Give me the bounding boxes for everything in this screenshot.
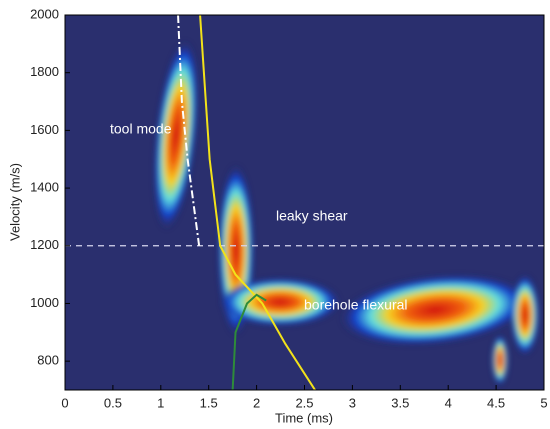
y-tick-label: 1200 [30, 237, 59, 252]
y-axis-label: Velocity (m/s) [7, 163, 22, 241]
line-series [177, 15, 201, 246]
heat-blob [340, 274, 530, 346]
x-tick-label: 2 [253, 395, 260, 410]
annotation: borehole flexural [304, 297, 408, 313]
lines [65, 15, 544, 390]
heat-blob [153, 40, 199, 230]
y-tick-label: 1400 [30, 180, 59, 195]
heat-regions [153, 40, 539, 385]
x-axis-label: Time (ms) [275, 410, 333, 425]
x-tick-label: 5 [540, 395, 547, 410]
heat-blob [492, 335, 508, 385]
y-tick-label: 800 [37, 353, 59, 368]
x-tick-label: 1.5 [200, 395, 218, 410]
x-tick-label: 0.5 [104, 395, 122, 410]
x-tick-label: 0 [61, 395, 68, 410]
x-tick-label: 3.5 [391, 395, 409, 410]
x-tick-label: 3 [349, 395, 356, 410]
y-tick-label: 1800 [30, 64, 59, 79]
x-tick-label: 4 [445, 395, 452, 410]
y-tick-label: 2000 [30, 6, 59, 21]
annotation: leaky shear [276, 208, 348, 224]
annotation: tool mode [110, 121, 172, 137]
x-tick-label: 2.5 [295, 395, 313, 410]
y-tick-label: 1000 [30, 295, 59, 310]
line-series [231, 293, 267, 390]
y-tick-label: 1600 [30, 122, 59, 137]
heat-blob [511, 275, 539, 355]
x-tick-label: 4.5 [487, 395, 505, 410]
line-series [199, 15, 316, 390]
x-tick-label: 1 [157, 395, 164, 410]
